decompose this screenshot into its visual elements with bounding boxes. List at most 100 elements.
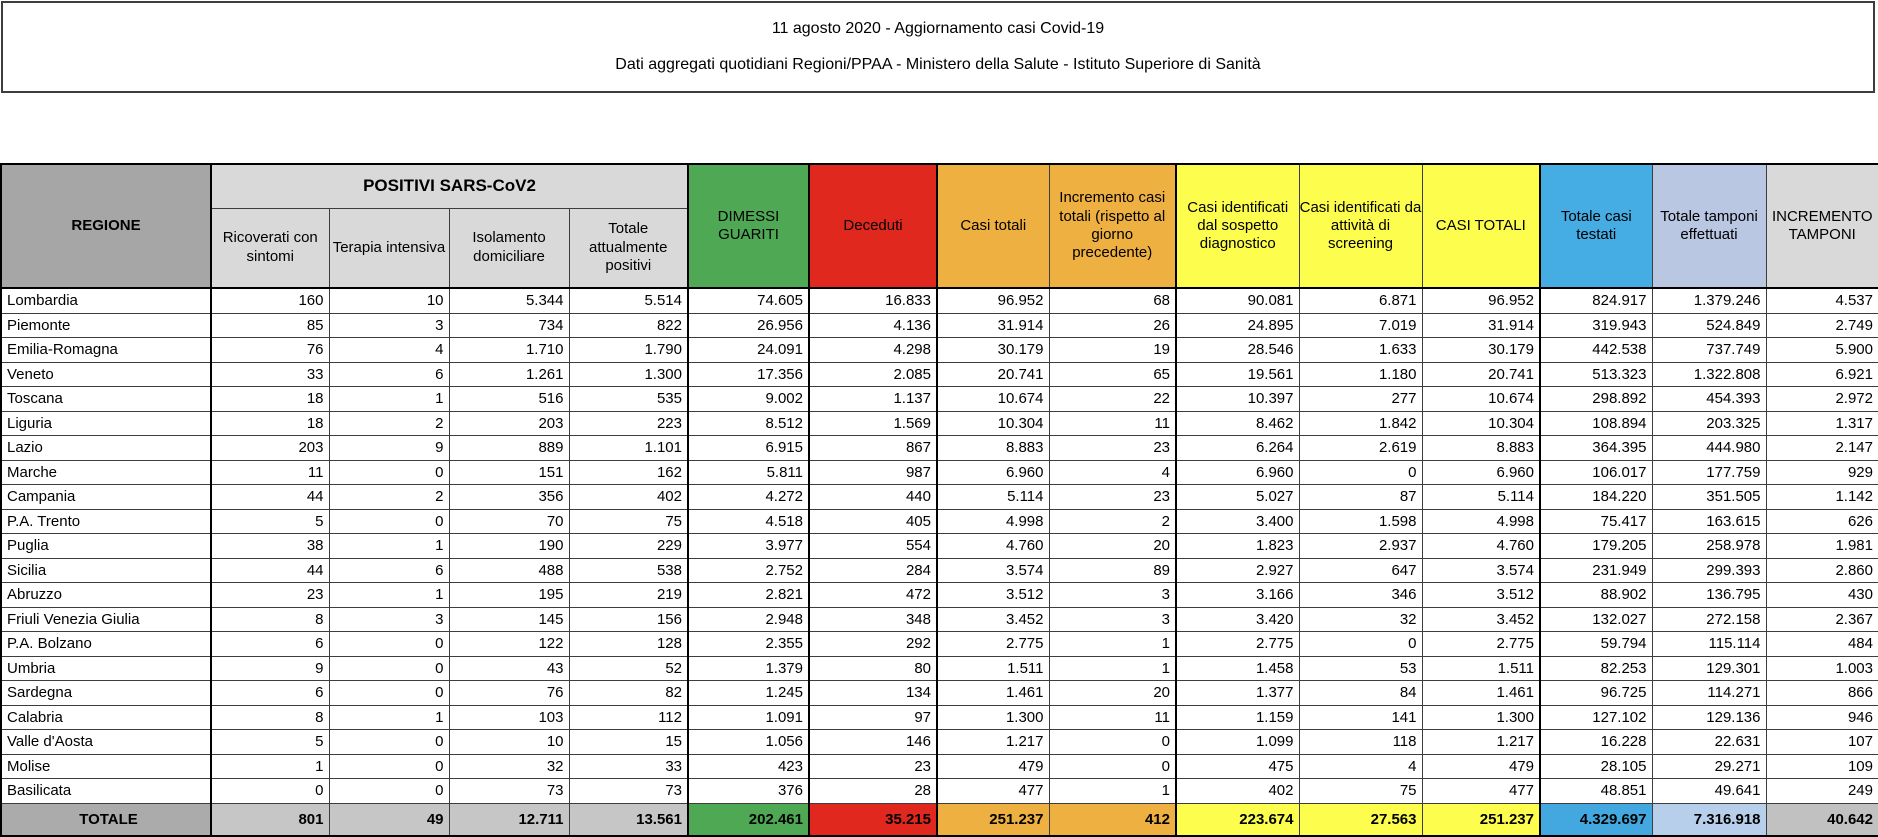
value-cell: 454.393 [1651,386,1767,412]
value-cell: 929 [1765,459,1878,485]
value-cell: 866 [1765,680,1878,706]
table-row: Valle d'Aosta 5 0 10 15 1.056 146 1.217 0 1.099 11… [0,729,1878,755]
value-cell: 96.952 [1421,287,1541,314]
value-cell: 6 [210,631,330,657]
col-header-isolamento-domiciliare: Isolamento domiciliare [448,207,570,289]
value-cell: 249 [1765,778,1878,804]
value-cell: 1.511 [1421,655,1541,681]
value-cell: 6 [328,361,450,387]
value-cell: 8 [210,606,330,632]
value-cell: 1.300 [1421,704,1541,730]
value-cell: 3.574 [1421,557,1541,583]
value-cell: 112 [568,704,689,730]
value-cell: 1.981 [1765,533,1878,559]
value-cell: 156 [568,606,689,632]
value-cell: 1 [328,582,450,608]
table-row: Sardegna 6 0 76 82 1.245 134 1.461 20 1.377 84 1.46… [0,680,1878,706]
value-cell: 219 [568,582,689,608]
value-cell: 6.915 [687,435,810,461]
value-cell: 734 [448,312,570,338]
value-cell: 0 [328,655,450,681]
value-cell: 2.972 [1765,386,1878,412]
value-cell: 5.114 [936,484,1050,510]
value-cell: 824.917 [1539,287,1653,314]
value-cell: 0 [328,459,450,485]
value-cell: 1.056 [687,729,810,755]
value-cell: 5 [210,508,330,534]
value-cell: 24.895 [1175,312,1300,338]
value-cell: 89 [1048,557,1177,583]
value-cell: 477 [936,778,1050,804]
value-cell: 2.775 [1175,631,1300,657]
table-row: Campania 44 2 356 402 4.272 440 5.114 23 5.027 87 5… [0,484,1878,510]
value-cell: 0 [1048,729,1177,755]
value-cell: 5 [210,729,330,755]
value-cell: 1.598 [1298,508,1423,534]
value-cell: 229 [568,533,689,559]
col-header-ricoverati-con-sintomi: Ricoverati con sintomi [210,207,330,289]
value-cell: 16.228 [1539,729,1653,755]
value-cell: 272.158 [1651,606,1767,632]
value-cell: 2 [328,484,450,510]
value-cell: 4.998 [1421,508,1541,534]
value-cell: 737.749 [1651,337,1767,363]
value-cell: 22.631 [1651,729,1767,755]
value-cell: 118 [1298,729,1423,755]
value-cell: 132.027 [1539,606,1653,632]
col-header-dimessi-guariti: DIMESSI GUARITI [687,163,810,289]
value-cell: 52 [568,655,689,681]
value-cell: 822 [568,312,689,338]
value-cell: 6.960 [936,459,1050,485]
header-sub-row: Ricoverati con sintomi Terapia intensiva… [1,207,1878,289]
value-cell: 17.356 [687,361,810,387]
value-cell: 298.892 [1539,386,1653,412]
value-cell: 440 [808,484,938,510]
value-cell: 151 [448,459,570,485]
value-cell: 3.574 [936,557,1050,583]
value-cell: 114.271 [1651,680,1767,706]
value-cell: 5.344 [448,287,570,314]
value-cell: 1.217 [936,729,1050,755]
value-cell: 107 [1765,729,1878,755]
value-cell: 3.512 [1421,582,1541,608]
value-cell: 2.147 [1765,435,1878,461]
col-header-regione: REGIONE [0,163,212,289]
value-cell: 6 [328,557,450,583]
value-cell: 284 [808,557,938,583]
value-cell: 472 [808,582,938,608]
value-cell: 15 [568,729,689,755]
value-cell: 479 [1421,753,1541,779]
value-cell: 146 [808,729,938,755]
value-cell: 442.538 [1539,337,1653,363]
value-cell: 1.300 [568,361,689,387]
value-cell: 1.099 [1175,729,1300,755]
value-cell: 162 [568,459,689,485]
value-cell: 2.355 [687,631,810,657]
value-cell: 554 [808,533,938,559]
table-footer: TOTALE 801 49 12.711 13.561 202.461 35.2… [0,802,1878,836]
value-cell: 49.641 [1651,778,1767,804]
region-cell: Umbria [0,655,212,681]
value-cell: 1.569 [808,410,938,436]
value-cell: 23 [210,582,330,608]
value-cell: 30.179 [1421,337,1541,363]
value-cell: 1.137 [808,386,938,412]
value-cell: 22 [1048,386,1177,412]
value-cell: 195 [448,582,570,608]
value-cell: 1.710 [448,337,570,363]
value-cell: 1.458 [1175,655,1300,681]
col-header-deceduti: Deceduti [808,163,938,289]
total-value-cell: 12.711 [448,802,570,836]
value-cell: 348 [808,606,938,632]
value-cell: 5.514 [568,287,689,314]
value-cell: 1.217 [1421,729,1541,755]
value-cell: 43 [448,655,570,681]
value-cell: 23 [1048,484,1177,510]
table-row: Umbria 9 0 43 52 1.379 80 1.511 1 1.458 53 1.511 82.… [0,655,1878,681]
value-cell: 3.452 [936,606,1050,632]
col-header-totale-attualmente-positivi: Totale attualmente positivi [568,207,689,289]
value-cell: 75 [568,508,689,534]
group-header-positivi-sars-cov2: POSITIVI SARS-CoV2 [210,163,689,209]
value-cell: 2.085 [808,361,938,387]
value-cell: 76 [210,337,330,363]
